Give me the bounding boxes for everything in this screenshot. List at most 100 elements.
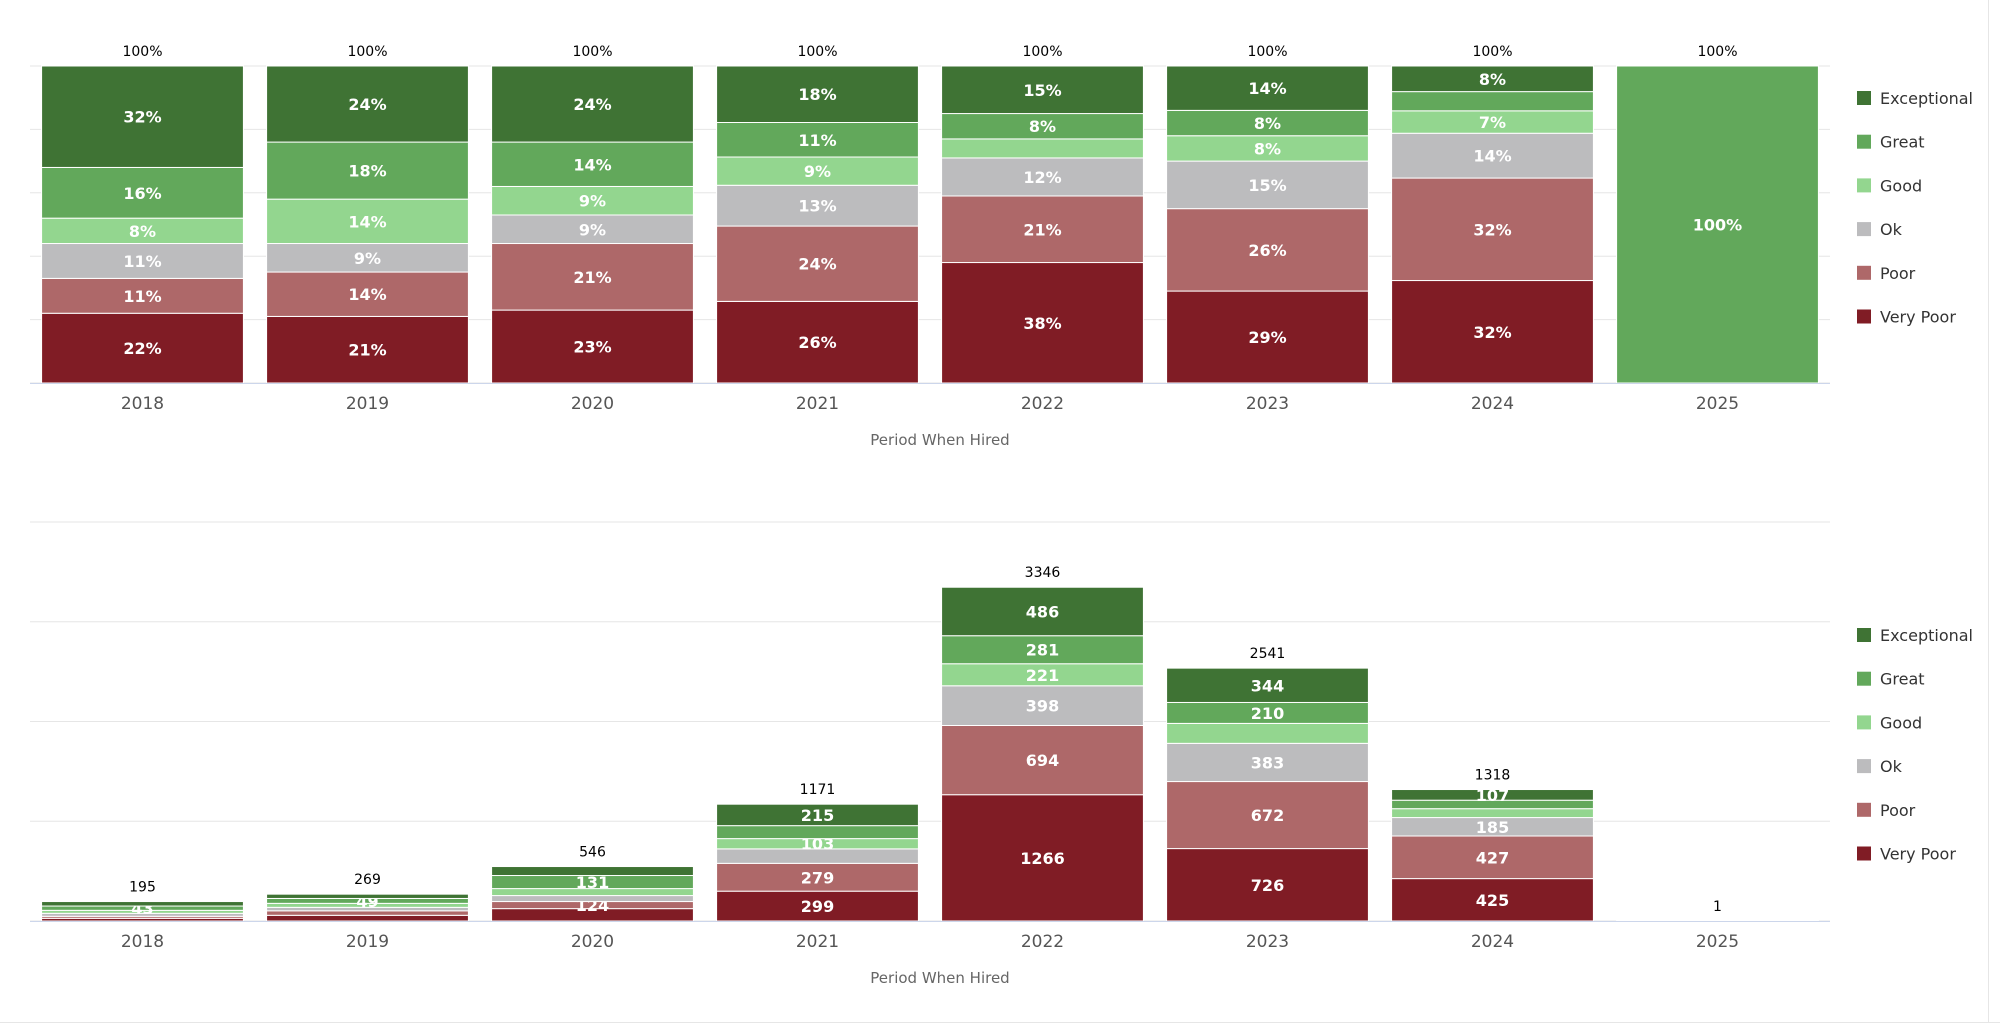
bar-segment-very-poor-2020[interactable] — [491, 309, 694, 384]
data-label-poor-2022: 21% — [1023, 220, 1061, 239]
bar-segment-ok-2022[interactable] — [941, 685, 1144, 726]
bar-segment-ok-2023[interactable] — [1166, 160, 1369, 210]
total-label-2025: 100% — [1697, 44, 1737, 60]
legend-item-poor[interactable]: Poor — [1857, 801, 1916, 820]
data-label-great-2023: 8% — [1254, 114, 1281, 133]
data-label-exceptional-2024: 107 — [1476, 786, 1509, 805]
legend-label: Poor — [1880, 801, 1916, 820]
data-label-very-poor-2021: 299 — [801, 897, 834, 916]
bar-segment-ok-2020[interactable] — [491, 214, 694, 245]
data-label-poor-2024: 32% — [1473, 220, 1511, 239]
legend-item-very-poor[interactable]: Very Poor — [1857, 845, 1956, 864]
legend-item-exceptional[interactable]: Exceptional — [1857, 89, 1973, 108]
bar-segment-good-2023[interactable] — [1166, 722, 1369, 744]
bar-segment-ok-2020[interactable] — [491, 895, 694, 903]
data-label-good-2022: 221 — [1026, 666, 1059, 685]
bar-segment-good-2019[interactable] — [266, 198, 469, 245]
data-label-very-poor-2018: 22% — [123, 339, 161, 358]
bar-segment-very-poor-2023[interactable] — [1166, 848, 1369, 922]
bar-segment-very-poor-2019[interactable] — [266, 914, 469, 922]
bar-segment-great-2020[interactable] — [491, 141, 694, 187]
bar-segment-poor-2019[interactable] — [266, 910, 469, 916]
bar-segment-ok-2021[interactable] — [716, 184, 919, 227]
legend-item-ok[interactable]: Ok — [1857, 220, 1903, 239]
data-label-good-2024: 7% — [1479, 113, 1506, 132]
bar-segment-poor-2023[interactable] — [1166, 781, 1369, 850]
legend-label: Very Poor — [1880, 308, 1956, 327]
bar-segment-very-poor-2021[interactable] — [716, 300, 919, 384]
bar-segment-exceptional-2020[interactable] — [491, 866, 694, 877]
data-label-great-2020: 131 — [576, 873, 609, 892]
bar-segment-ok-2018[interactable] — [41, 243, 244, 279]
data-label-ok-2024: 185 — [1476, 818, 1509, 837]
bar-segment-exceptional-2024[interactable] — [1391, 789, 1594, 801]
bar-segment-great-2024[interactable] — [1391, 91, 1594, 112]
bar-segment-great-2023[interactable] — [1166, 109, 1369, 137]
legend-item-good[interactable]: Good — [1857, 176, 1922, 195]
percent-stacked-bar-chart: 22% 11% 11% 8% 16% 32% 100% 2018 21% 14% 9% 14% 18% 2… — [30, 44, 1973, 449]
data-label-poor-2021: 279 — [801, 868, 834, 887]
total-label-2019: 100% — [347, 44, 387, 60]
bar-segment-very-poor-2022[interactable] — [941, 262, 1144, 384]
legend-swatch — [1857, 265, 1871, 280]
legend-item-great[interactable]: Great — [1857, 670, 1925, 689]
bar-segment-exceptional-2021[interactable] — [716, 65, 919, 123]
bar-segment-exceptional-2018[interactable] — [41, 901, 244, 907]
bar-segment-exceptional-2019[interactable] — [266, 65, 469, 143]
bar-segment-poor-2021[interactable] — [716, 225, 919, 302]
bar-segment-great-2021[interactable] — [716, 825, 919, 840]
bar-segment-great-2022[interactable] — [941, 113, 1144, 140]
x-tick-label-2020: 2020 — [571, 394, 614, 414]
bar-segment-poor-2020[interactable] — [491, 243, 694, 311]
bar-segment-great-2025[interactable] — [1616, 65, 1819, 384]
bar-segment-exceptional-2024[interactable] — [1391, 65, 1594, 93]
bar-segment-poor-2019[interactable] — [266, 271, 469, 317]
total-label-2019: 269 — [354, 872, 381, 888]
legend-swatch — [1857, 759, 1871, 774]
data-label-great-2022: 8% — [1029, 117, 1056, 136]
bar-segment-very-poor-2021[interactable] — [716, 890, 919, 922]
bar-segment-great-2018[interactable] — [41, 166, 244, 219]
bar-segment-exceptional-2023[interactable] — [1166, 65, 1369, 111]
bar-segment-exceptional-2022[interactable] — [941, 65, 1144, 115]
bar-segment-very-poor-2024[interactable] — [1391, 878, 1594, 922]
bar-segment-exceptional-2023[interactable] — [1166, 667, 1369, 703]
legend-item-poor[interactable]: Poor — [1857, 264, 1916, 283]
data-label-ok-2021: 13% — [798, 197, 836, 216]
legend-item-good[interactable]: Good — [1857, 713, 1922, 732]
x-tick-label-2019: 2019 — [346, 932, 389, 952]
bar-segment-great-2022[interactable] — [941, 635, 1144, 665]
bar-segment-poor-2024[interactable] — [1391, 177, 1594, 282]
bar-segment-good-2020[interactable] — [491, 185, 694, 216]
legend-item-very-poor[interactable]: Very Poor — [1857, 308, 1956, 327]
bar-segment-ok-2019[interactable] — [266, 243, 469, 273]
bar-segment-great-2021[interactable] — [716, 121, 919, 158]
data-label-exceptional-2022: 15% — [1023, 81, 1061, 100]
data-label-ok-2024: 14% — [1473, 147, 1511, 166]
bar-segment-very-poor-2019[interactable] — [266, 315, 469, 384]
bar-segment-poor-2022[interactable] — [941, 195, 1144, 264]
bar-segment-exceptional-2020[interactable] — [491, 65, 694, 143]
data-label-good-2019: 14% — [348, 212, 386, 231]
bar-segment-exceptional-2019[interactable] — [266, 893, 469, 899]
bar-segment-very-poor-2022[interactable] — [941, 794, 1144, 922]
bar-segment-great-2019[interactable] — [266, 141, 469, 200]
bar-segment-good-2022[interactable] — [941, 138, 1144, 159]
legend-label: Good — [1880, 713, 1922, 732]
bar-segment-exceptional-2022[interactable] — [941, 586, 1144, 637]
legend-label: Exceptional — [1880, 626, 1973, 645]
bar-segment-exceptional-2021[interactable] — [716, 803, 919, 827]
legend-item-ok[interactable]: Ok — [1857, 757, 1903, 776]
legend-item-exceptional[interactable]: Exceptional — [1857, 626, 1973, 645]
bar-segment-exceptional-2018[interactable] — [41, 65, 244, 168]
legend-item-great[interactable]: Great — [1857, 133, 1925, 152]
bar-segment-very-poor-2023[interactable] — [1166, 290, 1369, 384]
bar-segment-poor-2018[interactable] — [41, 277, 244, 314]
bar-segment-good-2021[interactable] — [716, 156, 919, 186]
data-label-very-poor-2022: 1266 — [1020, 849, 1065, 868]
bar-segment-ok-2024[interactable] — [1391, 132, 1594, 179]
bar-segment-poor-2022[interactable] — [941, 724, 1144, 796]
bar-segment-good-2024[interactable] — [1391, 808, 1594, 819]
bar-segment-poor-2023[interactable] — [1166, 208, 1369, 292]
